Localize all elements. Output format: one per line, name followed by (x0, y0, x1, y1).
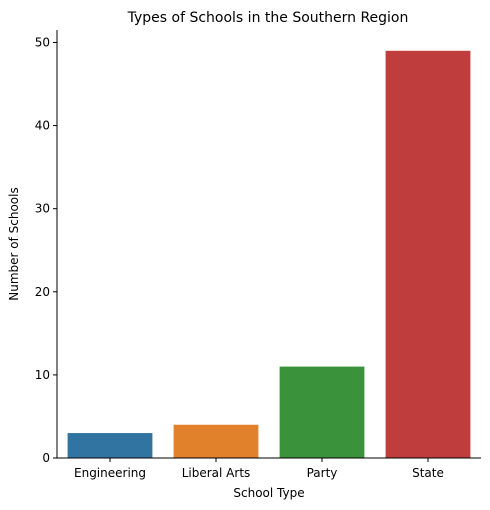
bar-party (279, 366, 365, 458)
x-tick-label: Party (307, 466, 338, 480)
x-tick-label: Engineering (74, 466, 146, 480)
y-axis-ticks: 0 10 20 30 40 50 (35, 35, 57, 465)
x-tick-label: Liberal Arts (182, 466, 251, 480)
y-tick-label: 30 (35, 202, 50, 216)
bar-liberal-arts (173, 424, 259, 458)
y-tick-label: 50 (35, 35, 50, 49)
x-axis-ticks: Engineering Liberal Arts Party State (74, 458, 444, 480)
y-axis-label: Number of Schools (7, 187, 21, 301)
x-axis-label: School Type (233, 486, 304, 500)
y-tick-label: 10 (35, 368, 50, 382)
chart-title: Types of Schools in the Southern Region (127, 10, 409, 26)
x-tick-label: State (412, 466, 444, 480)
bar-state (385, 50, 471, 458)
y-tick-label: 40 (35, 119, 50, 133)
y-tick-label: 20 (35, 285, 50, 299)
bars-group (67, 50, 471, 458)
y-tick-label: 0 (42, 451, 50, 465)
bar-engineering (67, 433, 153, 458)
